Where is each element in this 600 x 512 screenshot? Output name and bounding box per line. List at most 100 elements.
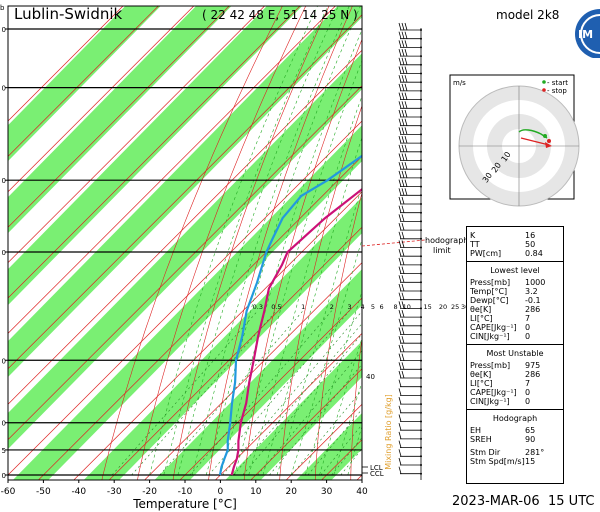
unstable-cinjkg-value: 0 — [525, 397, 531, 406]
wind-barb — [398, 396, 422, 406]
temperature-band — [8, 6, 161, 162]
indices-separator — [467, 261, 563, 262]
wind-barb — [398, 196, 422, 205]
station-coords: ( 22 42 48 E, 51 14 25 N ) — [202, 8, 358, 22]
dry-adiabat — [279, 104, 362, 480]
wind-barb — [398, 214, 422, 223]
isotherm-line — [8, 6, 301, 299]
mixing-ratio-tick: 0.3 — [253, 303, 263, 311]
mixing-ratio-line — [222, 310, 362, 476]
unstable-capejkg-value: 0 — [525, 388, 531, 397]
lowest-ek-label: θe[K] — [470, 305, 492, 314]
mixing-ratio-axis-label: Mixing Ratio [g/kg] — [384, 394, 393, 470]
wind-barb — [398, 405, 422, 414]
x-tick-label: -10 — [178, 487, 193, 497]
x-axis-label: Temperature [°C] — [132, 497, 237, 511]
wind-barb — [398, 57, 422, 66]
right-marker: 40 — [366, 373, 375, 381]
wind-barb — [398, 292, 422, 301]
moist-adiabat — [177, 6, 339, 476]
isotherm-line — [8, 85, 362, 441]
wind-barb — [398, 336, 422, 345]
x-tick-label: -60 — [1, 487, 16, 497]
index-k-label: K — [470, 231, 476, 240]
pressure-tick-label: 0 — [2, 420, 6, 428]
hodograph-limit-label: hodograph — [425, 236, 469, 245]
lowest-lic-label: LI[°C] — [470, 314, 493, 323]
index-tt-label: TT — [470, 240, 480, 249]
pressure-tick-label: 0 — [2, 472, 6, 480]
temperature-band — [8, 6, 303, 306]
wind-barb — [398, 414, 422, 423]
mixing-ratio-tick: 8 — [394, 303, 398, 311]
wind-barb — [398, 22, 422, 31]
mixing-ratio-line — [331, 437, 362, 476]
wind-barb — [398, 188, 422, 197]
storm-stmdir-value: 281° — [525, 448, 545, 457]
mixing-ratio-line — [208, 310, 350, 476]
logo-icon: IM — [575, 9, 600, 58]
isotherm-line — [8, 6, 230, 228]
mixing-ratio-line — [131, 310, 277, 476]
isotherm-line — [73, 191, 362, 480]
lowest-cinjkg-value: 0 — [525, 332, 531, 341]
dry-adiabat — [172, 6, 330, 480]
moist-adiabat — [248, 95, 362, 476]
mixing-ratio-tick: 2 — [330, 303, 334, 311]
lowest-pressmb-value: 1000 — [525, 278, 546, 287]
most-unstable-title: Most Unstable — [486, 349, 544, 358]
hodograph-unit: m/s — [453, 79, 466, 87]
hodograph-limit-line — [361, 239, 426, 247]
wind-barb — [398, 353, 422, 362]
wind-barb — [398, 449, 422, 458]
level-label: LCL — [370, 464, 383, 472]
wind-barb — [398, 101, 422, 110]
dewpoint-profile — [218, 154, 362, 476]
corner-mark: b — [0, 4, 5, 12]
isotherm-line — [8, 14, 362, 370]
moist-adiabat — [191, 6, 350, 476]
wind-barb — [398, 75, 422, 84]
dry-adiabat — [580, 0, 600, 491]
wind-barb — [398, 457, 422, 466]
wind-barb — [398, 275, 422, 284]
isotherm-line — [8, 6, 195, 193]
station-name: Lublin-Swidnik — [14, 5, 123, 23]
wind-barb — [398, 240, 422, 249]
isotherm-line — [37, 155, 362, 480]
unstable-capejkg-label: CAPE[Jkg⁻¹] — [470, 388, 517, 397]
x-tick-label: 30 — [321, 487, 333, 497]
x-tick-label: -20 — [142, 487, 157, 497]
mixing-ratio-tick: 0.5 — [271, 303, 281, 311]
unstable-ek-label: θe[K] — [470, 370, 492, 379]
lowest-capejkg-value: 0 — [525, 323, 531, 332]
hodograph-limit-label-2: limit — [433, 246, 451, 255]
moist-adiabat — [305, 290, 362, 476]
indices-separator — [467, 409, 563, 410]
mixing-ratio-tick: 25 — [451, 303, 459, 311]
hodo-eh-label: EH — [470, 426, 482, 435]
x-tick-label: -40 — [71, 487, 86, 497]
temperature-band — [296, 413, 362, 480]
dry-adiabat — [137, 6, 307, 480]
isotherm-line — [250, 368, 362, 480]
wind-barb — [398, 466, 422, 475]
x-tick-label: 40 — [356, 487, 368, 497]
hodo-sreh-value: 90 — [525, 435, 536, 444]
moist-adiabat — [262, 136, 362, 476]
unstable-pressmb-label: Press[mb] — [470, 361, 511, 370]
mixing-ratio-line — [257, 350, 362, 476]
legend-stop-marker — [542, 88, 546, 92]
wind-barb — [398, 118, 422, 127]
wind-barb — [398, 162, 422, 171]
wind-barb — [398, 83, 422, 92]
x-tick-label: -30 — [107, 487, 122, 497]
wind-barb — [398, 135, 422, 145]
wind-barb — [398, 31, 422, 40]
mixing-ratio-tick: 4 — [361, 303, 365, 311]
x-tick-label: 20 — [285, 487, 297, 497]
mixing-ratio-tick: 1 — [301, 303, 305, 311]
temperature-band — [8, 6, 232, 234]
temperature-band — [225, 341, 362, 480]
unstable-lic-label: LI[°C] — [470, 379, 493, 388]
